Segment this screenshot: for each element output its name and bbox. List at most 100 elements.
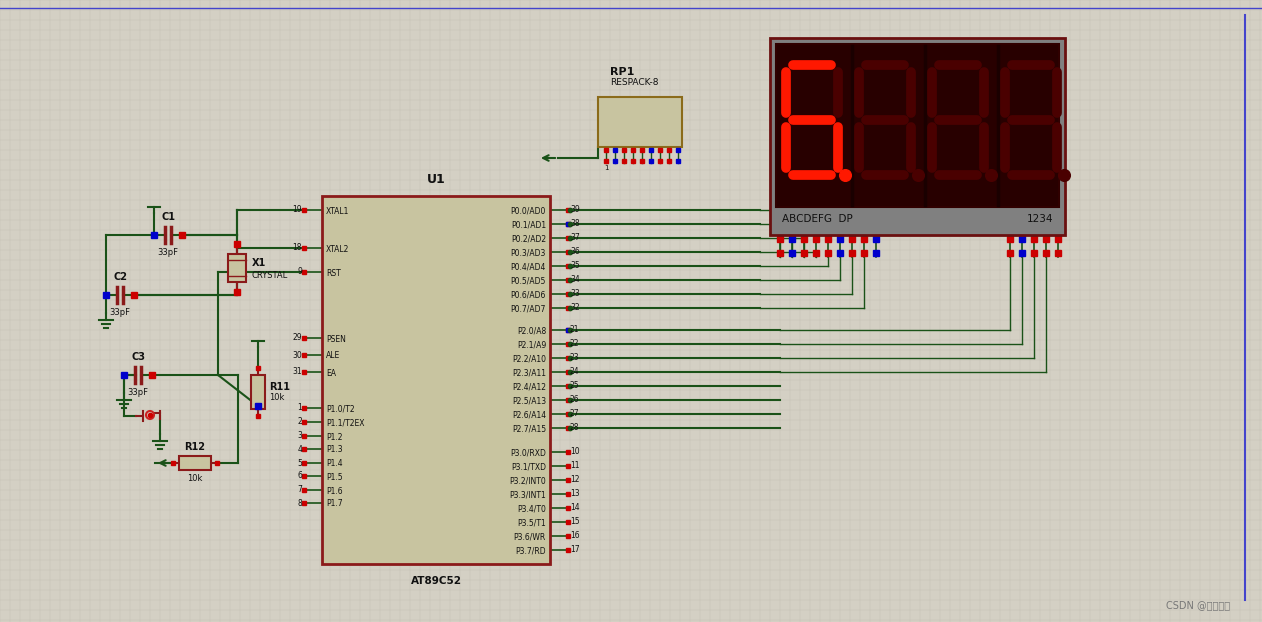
Text: P3.7/RD: P3.7/RD <box>515 547 546 555</box>
Text: C3: C3 <box>131 352 145 362</box>
Text: 37: 37 <box>570 233 579 243</box>
Text: 18: 18 <box>293 243 302 253</box>
Text: P3.6/WR: P3.6/WR <box>514 532 546 542</box>
Text: 29: 29 <box>293 333 302 343</box>
Text: P2.1/A9: P2.1/A9 <box>516 340 546 350</box>
Text: AT89C52: AT89C52 <box>410 576 462 586</box>
Text: P1.7: P1.7 <box>326 499 342 509</box>
Text: P2.6/A14: P2.6/A14 <box>512 411 546 419</box>
Text: RST: RST <box>326 269 341 277</box>
Text: 1: 1 <box>603 165 608 171</box>
Bar <box>179 456 211 470</box>
Text: XTAL2: XTAL2 <box>326 244 350 254</box>
Text: 31: 31 <box>293 368 302 376</box>
Text: P1.0/T2: P1.0/T2 <box>326 404 355 414</box>
Text: 28: 28 <box>570 424 579 432</box>
Text: 33pF: 33pF <box>110 308 130 317</box>
Text: 1234: 1234 <box>1026 214 1053 224</box>
Text: R11: R11 <box>269 382 290 392</box>
Text: 5: 5 <box>297 458 302 468</box>
Text: 33pF: 33pF <box>127 388 149 397</box>
Text: P3.0/RXD: P3.0/RXD <box>510 448 546 458</box>
Text: 30: 30 <box>293 351 302 360</box>
Text: 4: 4 <box>297 445 302 453</box>
Text: 35: 35 <box>570 261 579 271</box>
Text: 3: 3 <box>297 432 302 440</box>
Text: ABCDEFG  DP: ABCDEFG DP <box>782 214 853 224</box>
Text: PSEN: PSEN <box>326 335 346 343</box>
Bar <box>251 375 265 409</box>
Text: 33: 33 <box>570 289 579 299</box>
Text: 32: 32 <box>570 304 579 312</box>
Text: P0.4/AD4: P0.4/AD4 <box>511 262 546 271</box>
Text: P3.4/T0: P3.4/T0 <box>517 504 546 514</box>
Text: P0.2/AD2: P0.2/AD2 <box>511 234 546 243</box>
Text: P0.6/AD6: P0.6/AD6 <box>511 290 546 300</box>
Text: P0.7/AD7: P0.7/AD7 <box>511 305 546 313</box>
Text: 39: 39 <box>570 205 579 215</box>
Text: RESPACK-8: RESPACK-8 <box>610 78 659 87</box>
Text: 36: 36 <box>570 248 579 256</box>
Text: C1: C1 <box>162 212 175 222</box>
Text: P2.0/A8: P2.0/A8 <box>516 327 546 335</box>
Text: 21: 21 <box>570 325 579 335</box>
Text: 22: 22 <box>570 340 579 348</box>
Text: 33pF: 33pF <box>158 248 178 257</box>
Text: 17: 17 <box>570 545 579 554</box>
Text: P1.4: P1.4 <box>326 460 342 468</box>
Text: P1.1/T2EX: P1.1/T2EX <box>326 419 365 427</box>
Text: ALE: ALE <box>326 351 341 361</box>
Text: 10k: 10k <box>269 394 284 402</box>
Bar <box>322 196 550 564</box>
Text: 2: 2 <box>298 417 302 427</box>
Text: 34: 34 <box>570 276 579 284</box>
Text: 9: 9 <box>297 267 302 277</box>
Text: U1: U1 <box>427 173 445 186</box>
Text: P0.3/AD3: P0.3/AD3 <box>511 249 546 258</box>
Text: 26: 26 <box>570 396 579 404</box>
Text: P0.5/AD5: P0.5/AD5 <box>511 277 546 285</box>
Text: P2.2/A10: P2.2/A10 <box>512 355 546 363</box>
Text: P1.3: P1.3 <box>326 445 342 455</box>
Bar <box>598 97 681 147</box>
Text: 10k: 10k <box>187 474 203 483</box>
Text: 7: 7 <box>297 486 302 494</box>
Text: 12: 12 <box>570 475 579 485</box>
Text: 24: 24 <box>570 368 579 376</box>
Text: P0.0/AD0: P0.0/AD0 <box>511 207 546 215</box>
Text: X1: X1 <box>252 258 266 268</box>
Text: RP1: RP1 <box>610 67 635 77</box>
Text: 6: 6 <box>297 471 302 481</box>
Text: 11: 11 <box>570 462 579 470</box>
Text: P2.7/A15: P2.7/A15 <box>512 424 546 434</box>
Text: P1.2: P1.2 <box>326 432 342 442</box>
Text: 10: 10 <box>570 447 579 457</box>
Text: XTAL1: XTAL1 <box>326 207 350 215</box>
Text: 13: 13 <box>570 490 579 498</box>
Bar <box>228 254 246 282</box>
Text: P3.5/T1: P3.5/T1 <box>517 519 546 527</box>
Text: 16: 16 <box>570 532 579 541</box>
Text: P3.2/INT0: P3.2/INT0 <box>510 476 546 486</box>
Text: CSDN @一次明月: CSDN @一次明月 <box>1166 600 1230 610</box>
Text: 15: 15 <box>570 518 579 526</box>
Text: 19: 19 <box>293 205 302 215</box>
Text: 38: 38 <box>570 220 579 228</box>
Text: P1.5: P1.5 <box>326 473 342 481</box>
Text: P3.3/INT1: P3.3/INT1 <box>510 491 546 499</box>
Bar <box>776 44 1059 207</box>
Text: P2.5/A13: P2.5/A13 <box>512 396 546 406</box>
Text: P2.4/A12: P2.4/A12 <box>512 383 546 391</box>
Text: R12: R12 <box>184 442 206 452</box>
Text: 8: 8 <box>298 498 302 508</box>
Text: C2: C2 <box>114 272 127 282</box>
Text: 23: 23 <box>570 353 579 363</box>
Text: P2.3/A11: P2.3/A11 <box>512 368 546 378</box>
Text: P1.6: P1.6 <box>326 486 342 496</box>
Text: 14: 14 <box>570 503 579 513</box>
Text: 27: 27 <box>570 409 579 419</box>
Text: EA: EA <box>326 368 336 378</box>
Text: P3.1/TXD: P3.1/TXD <box>511 463 546 471</box>
Text: 1: 1 <box>298 404 302 412</box>
Text: CRYSTAL: CRYSTAL <box>252 271 288 281</box>
